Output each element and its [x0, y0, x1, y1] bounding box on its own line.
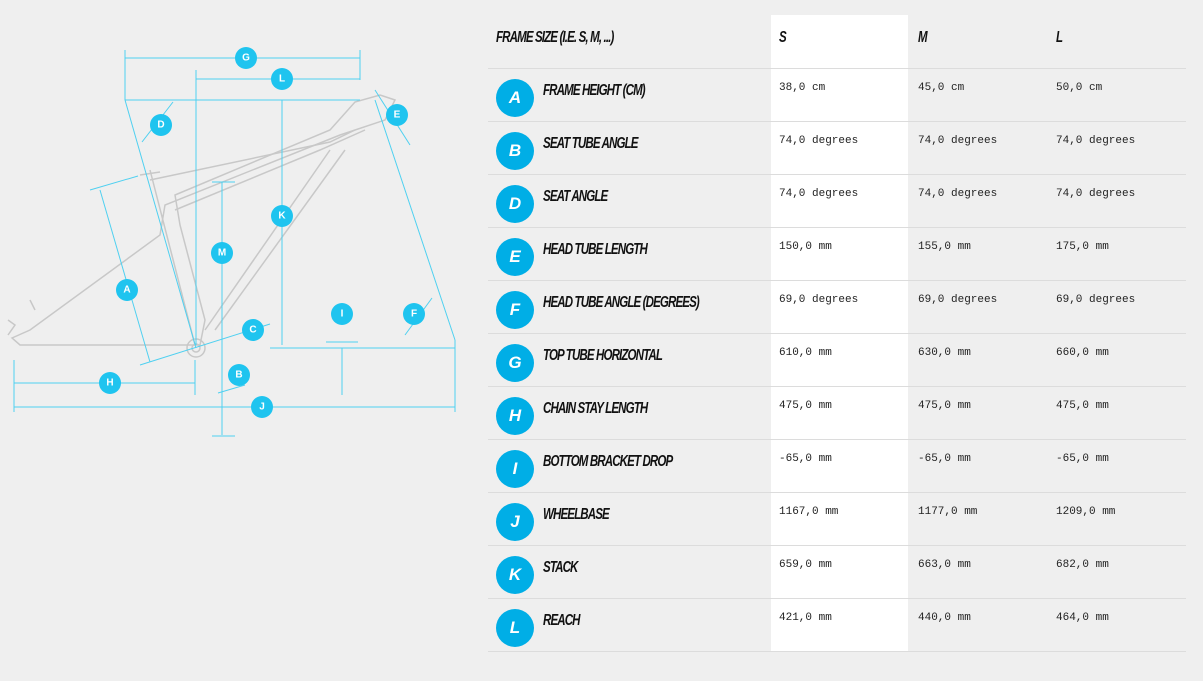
cell-value: 74,0 degrees	[1056, 135, 1136, 147]
row-name: Seat tube angle	[543, 135, 638, 152]
table-row: B Seat tube angle 74,0 degrees 74,0 degrees…	[488, 121, 1186, 175]
marker-label: I	[341, 309, 344, 320]
cell-value: 1167,0 mm	[779, 506, 839, 518]
cell-value: 50,0 cm	[1056, 82, 1103, 94]
table-row: E Head tube length 150,0 mm 155,0 mm 175,0 m…	[488, 227, 1186, 281]
row-name: Reach	[543, 612, 581, 629]
marker-label: H	[106, 378, 113, 389]
marker-label: E	[394, 110, 401, 121]
cell-value: 659,0 mm	[779, 559, 832, 571]
row-name: Top tube horizontal	[543, 347, 663, 364]
row-name: Frame height (cm)	[543, 82, 646, 99]
geometry-diagram: G L E D K M A C I F H B J	[7, 47, 456, 437]
table-row: K Stack 659,0 mm 663,0 mm 682,0 mm	[488, 545, 1186, 599]
table-row: A Frame height (cm) 38,0 cm 45,0 cm 50,0 cm	[488, 68, 1186, 122]
marker-label: M	[218, 248, 226, 259]
cell-value: 150,0 mm	[779, 241, 832, 253]
row-badge: F	[496, 291, 534, 329]
cell-value: 1177,0 mm	[918, 506, 978, 518]
row-name: Head tube length	[543, 241, 648, 258]
marker-circle	[211, 242, 233, 264]
marker-label: K	[278, 211, 286, 222]
marker-label: L	[279, 74, 285, 85]
table-row: F Head tube angle (degrees) 69,0 degrees 69…	[488, 280, 1186, 334]
cell-value: 69,0 degrees	[918, 294, 998, 306]
cell-value: 440,0 mm	[918, 612, 971, 624]
cell-value: 74,0 degrees	[779, 135, 859, 147]
marker-circle	[116, 279, 138, 301]
marker-circle	[251, 396, 273, 418]
cell-value: 45,0 cm	[918, 82, 965, 94]
cell-value: 660,0 mm	[1056, 347, 1109, 359]
row-badge: H	[496, 397, 534, 435]
marker-circle	[403, 303, 425, 325]
row-badge: I	[496, 450, 534, 488]
header-cell: S	[779, 29, 787, 46]
row-badge: L	[496, 609, 534, 647]
cell-value: 682,0 mm	[1056, 559, 1109, 571]
cell-value: 38,0 cm	[779, 82, 826, 94]
row-badge: G	[496, 344, 534, 382]
cell-value: 74,0 degrees	[918, 135, 998, 147]
header-cell: Frame size (i.e. S, M, ...)	[496, 29, 614, 46]
marker-label: J	[259, 402, 265, 413]
cell-value: 475,0 mm	[779, 400, 832, 412]
cell-value: 630,0 mm	[918, 347, 971, 359]
row-name: Stack	[543, 559, 578, 576]
header-cell: L	[1056, 29, 1063, 46]
cell-value: 74,0 degrees	[918, 188, 998, 200]
table-row: H Chain stay length 475,0 mm 475,0 mm 475,0 …	[488, 386, 1186, 440]
cell-value: 175,0 mm	[1056, 241, 1109, 253]
marker-circle	[235, 47, 257, 69]
cell-value: -65,0 mm	[779, 453, 832, 465]
row-name: Bottom bracket drop	[543, 453, 673, 470]
marker-label: G	[242, 53, 250, 64]
marker-circle	[150, 114, 172, 136]
marker-circle	[242, 319, 264, 341]
marker-circle	[331, 303, 353, 325]
row-badge: B	[496, 132, 534, 170]
cell-value: 421,0 mm	[779, 612, 832, 624]
header-row: Frame size (i.e. S, M, ...) S M L	[488, 15, 1186, 69]
row-badge: E	[496, 238, 534, 276]
cell-value: 69,0 degrees	[1056, 294, 1136, 306]
marker-circle	[228, 364, 250, 386]
marker-label: F	[411, 309, 417, 320]
row-name: Chain stay length	[543, 400, 648, 417]
table-row: L Reach 421,0 mm 440,0 mm 464,0 mm	[488, 598, 1186, 652]
table-row: D Seat angle 74,0 degrees 74,0 degrees 74,0 …	[488, 174, 1186, 228]
table-row: G Top tube horizontal 610,0 mm 630,0 mm 660,…	[488, 333, 1186, 387]
cell-value: 155,0 mm	[918, 241, 971, 253]
marker-label: A	[123, 285, 130, 296]
row-name: Head tube angle (degrees)	[543, 294, 700, 311]
marker-circle	[99, 372, 121, 394]
row-badge: D	[496, 185, 534, 223]
cell-value: 74,0 degrees	[1056, 188, 1136, 200]
cell-value: 475,0 mm	[1056, 400, 1109, 412]
table-row: J Wheelbase 1167,0 mm 1177,0 mm 1209,0 mm	[488, 492, 1186, 546]
row-badge: K	[496, 556, 534, 594]
header-cell: M	[918, 29, 928, 46]
row-name: Seat angle	[543, 188, 608, 205]
cell-value: -65,0 mm	[918, 453, 971, 465]
row-badge: J	[496, 503, 534, 541]
marker-circle	[271, 68, 293, 90]
cell-value: 663,0 mm	[918, 559, 971, 571]
marker-label: D	[157, 120, 164, 131]
cell-value: 610,0 mm	[779, 347, 832, 359]
cell-value: 464,0 mm	[1056, 612, 1109, 624]
marker-label: C	[249, 325, 256, 336]
row-name: Wheelbase	[543, 506, 610, 523]
cell-value: 1209,0 mm	[1056, 506, 1116, 518]
row-badge: A	[496, 79, 534, 117]
cell-value: -65,0 mm	[1056, 453, 1109, 465]
marker-circle	[271, 205, 293, 227]
marker-circle	[386, 104, 408, 126]
cell-value: 475,0 mm	[918, 400, 971, 412]
cell-value: 69,0 degrees	[779, 294, 859, 306]
marker-label: B	[235, 370, 242, 381]
table-row: I Bottom bracket drop -65,0 mm -65,0 mm -65,…	[488, 439, 1186, 493]
cell-value: 74,0 degrees	[779, 188, 859, 200]
